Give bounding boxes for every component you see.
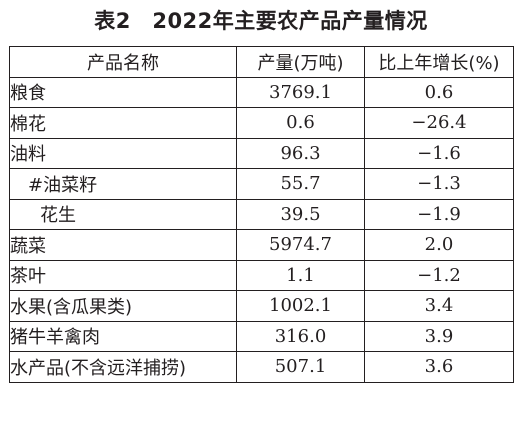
product-name-cell: 水产品(不含远洋捕捞) (9, 351, 237, 383)
table-row: 油料 96.3 −1.6 (9, 137, 514, 169)
product-name-cell: 茶叶 (9, 259, 237, 291)
product-name-cell: 油料 (9, 137, 237, 169)
product-name-cell: 粮食 (9, 76, 237, 108)
product-name-cell: 棉花 (9, 107, 237, 139)
product-name-cell: 蔬菜 (9, 229, 237, 261)
growth-cell: 3.6 (364, 351, 514, 383)
growth-cell: −1.3 (364, 168, 514, 200)
table-title: 表2 2022年主要农产品产量情况 (94, 9, 428, 33)
output-cell: 1.1 (236, 259, 365, 291)
table-row: 棉花 0.6 −26.4 (9, 107, 514, 139)
growth-cell: −26.4 (364, 107, 514, 139)
product-name-cell: 花生 (9, 198, 237, 230)
growth-cell: 2.0 (364, 229, 514, 261)
product-name-cell: 水果(含瓜果类) (9, 290, 237, 322)
output-cell: 3769.1 (236, 76, 365, 108)
output-cell: 507.1 (236, 351, 365, 383)
agricultural-output-table: 产品名称 产量(万吨) 比上年增长(%) 粮食 3769.1 0.6 棉花 0.… (9, 46, 514, 383)
growth-cell: −1.9 (364, 198, 514, 230)
product-name-cell: #油菜籽 (9, 168, 237, 200)
output-cell: 1002.1 (236, 290, 365, 322)
table-row: 蔬菜 5974.7 2.0 (9, 229, 514, 261)
output-cell: 55.7 (236, 168, 365, 200)
output-cell: 5974.7 (236, 229, 365, 261)
table-row: 猪牛羊禽肉 316.0 3.9 (9, 320, 514, 352)
header-output: 产量(万吨) (236, 46, 365, 78)
table-row: 粮食 3769.1 0.6 (9, 76, 514, 108)
header-growth: 比上年增长(%) (364, 46, 514, 78)
table-row: 水产品(不含远洋捕捞) 507.1 3.6 (9, 351, 514, 383)
growth-cell: −1.2 (364, 259, 514, 291)
table-row: 茶叶 1.1 −1.2 (9, 259, 514, 291)
table-row: 水果(含瓜果类) 1002.1 3.4 (9, 290, 514, 322)
table-row: #油菜籽 55.7 −1.3 (9, 168, 514, 200)
table-row: 花生 39.5 −1.9 (9, 198, 514, 230)
growth-cell: −1.6 (364, 137, 514, 169)
growth-cell: 3.4 (364, 290, 514, 322)
growth-cell: 3.9 (364, 320, 514, 352)
table-header-row: 产品名称 产量(万吨) 比上年增长(%) (9, 46, 514, 78)
output-cell: 0.6 (236, 107, 365, 139)
output-cell: 316.0 (236, 320, 365, 352)
product-name-cell: 猪牛羊禽肉 (9, 320, 237, 352)
header-product-name: 产品名称 (9, 46, 237, 78)
output-cell: 39.5 (236, 198, 365, 230)
growth-cell: 0.6 (364, 76, 514, 108)
output-cell: 96.3 (236, 137, 365, 169)
